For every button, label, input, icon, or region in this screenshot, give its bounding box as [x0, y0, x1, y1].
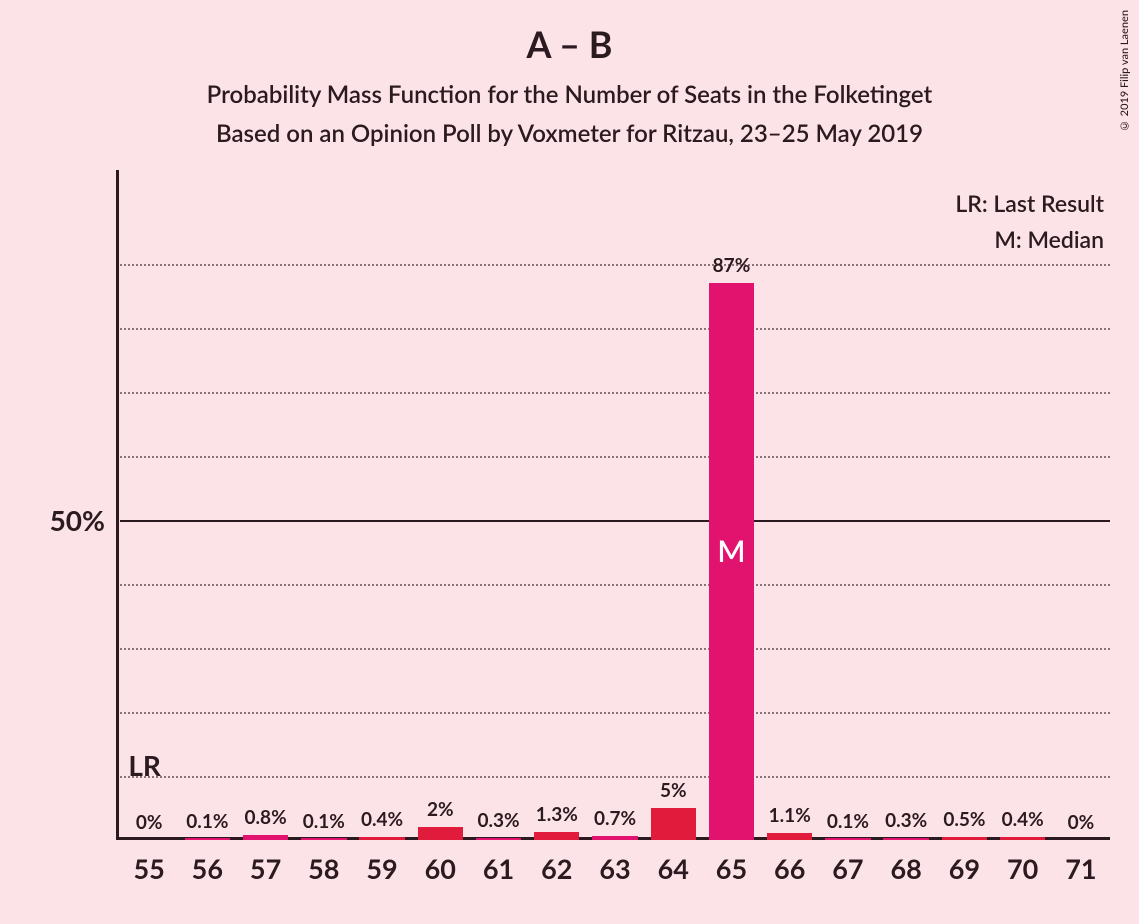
bar-value-label: 87%	[713, 254, 751, 277]
bar-value-label: 0.1%	[303, 810, 345, 833]
gridline-dotted	[120, 712, 1110, 714]
bar-value-label: 0.3%	[477, 809, 519, 832]
gridline-solid	[120, 520, 1110, 522]
legend: LR: Last ResultM: Median	[955, 186, 1104, 257]
gridline-dotted	[120, 328, 1110, 330]
x-tick-label: 62	[541, 852, 572, 885]
x-tick-label: 55	[133, 852, 164, 885]
chart-subtitle-1: Probability Mass Function for the Number…	[0, 80, 1139, 109]
x-tick-label: 69	[949, 852, 980, 885]
x-tick-label: 56	[192, 852, 223, 885]
x-tick-label: 58	[308, 852, 339, 885]
bar-value-label: 0.3%	[885, 809, 927, 832]
x-tick-label: 67	[832, 852, 863, 885]
gridline-dotted	[120, 456, 1110, 458]
bar	[883, 838, 928, 840]
x-tick-label: 71	[1065, 852, 1096, 885]
x-tick-label: 60	[425, 852, 456, 885]
gridline-dotted	[120, 392, 1110, 394]
median-marker: M	[717, 533, 745, 569]
chart-plot-area: 50%LR: Last ResultM: Median0%55LR0.1%560…	[120, 200, 1110, 840]
x-tick-label: 57	[250, 852, 281, 885]
x-tick-label: 65	[716, 852, 747, 885]
lr-marker: LR	[128, 748, 161, 782]
gridline-dotted	[120, 776, 1110, 778]
bar	[942, 837, 987, 840]
bar	[185, 838, 230, 840]
legend-lr: LR: Last Result	[955, 186, 1104, 222]
bar-value-label: 0.8%	[245, 806, 287, 829]
bar-value-label: 0.1%	[186, 810, 228, 833]
x-tick-label: 66	[774, 852, 805, 885]
bar-value-label: 0%	[136, 811, 163, 834]
x-tick-label: 61	[483, 852, 514, 885]
bar-value-label: 0.7%	[594, 807, 636, 830]
bar	[767, 833, 812, 840]
bar	[651, 808, 696, 840]
bar	[476, 838, 521, 840]
bar-value-label: 0%	[1068, 811, 1095, 834]
x-tick-label: 63	[599, 852, 630, 885]
bar-value-label: 2%	[427, 798, 454, 821]
bar	[418, 827, 463, 840]
bar-value-label: 0.5%	[943, 808, 985, 831]
x-tick-label: 59	[366, 852, 397, 885]
bar	[825, 838, 870, 840]
bar-value-label: 1.3%	[536, 803, 578, 826]
gridline-dotted	[120, 264, 1110, 266]
x-tick-label: 68	[891, 852, 922, 885]
gridline-dotted	[120, 584, 1110, 586]
bar-value-label: 0.4%	[361, 808, 403, 831]
legend-m: M: Median	[955, 222, 1104, 258]
x-tick-label: 70	[1007, 852, 1038, 885]
gridline-dotted	[120, 648, 1110, 650]
bar-value-label: 5%	[660, 779, 687, 802]
bar	[243, 835, 288, 840]
bar	[359, 837, 404, 840]
y-axis-label-50: 50%	[25, 503, 105, 537]
x-tick-label: 64	[658, 852, 689, 885]
copyright-text: © 2019 Filip van Laenen	[1118, 10, 1131, 132]
bar-value-label: 0.4%	[1002, 808, 1044, 831]
bar	[301, 838, 346, 840]
chart-subtitle-2: Based on an Opinion Poll by Voxmeter for…	[0, 119, 1139, 148]
bar-value-label: 0.1%	[827, 810, 869, 833]
bar	[534, 832, 579, 840]
bar	[1000, 837, 1045, 840]
y-axis	[116, 170, 119, 840]
bar	[592, 836, 637, 840]
bar-value-label: 1.1%	[769, 804, 811, 827]
chart-title: A – B	[0, 0, 1139, 66]
